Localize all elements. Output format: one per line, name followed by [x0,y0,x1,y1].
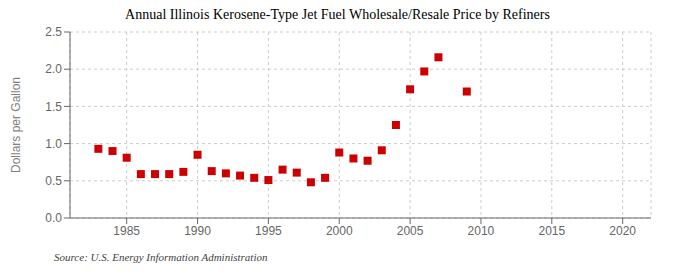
svg-text:2000: 2000 [326,224,353,238]
svg-text:0.0: 0.0 [45,211,62,225]
svg-text:2020: 2020 [609,224,636,238]
html-text:Source: U.S. Energy Informatio: Source: U.S. Energy Information Administ… [54,251,268,263]
svg-text:2.5: 2.5 [45,25,62,39]
svg-text:Dollars per Gallon: Dollars per Gallon [9,77,23,173]
svg-text:1990: 1990 [184,224,211,238]
svg-text:0.5: 0.5 [45,174,62,188]
svg-text:1985: 1985 [113,224,140,238]
html-text:Annual Illinois Kerosene-Type: Annual Illinois Kerosene-Type Jet Fuel W… [125,7,550,22]
svg-text:2005: 2005 [397,224,424,238]
svg-text:2010: 2010 [468,224,495,238]
svg-text:1.0: 1.0 [45,137,62,151]
svg-text:2.0: 2.0 [45,62,62,76]
svg-text:1.5: 1.5 [45,100,62,114]
svg-text:1995: 1995 [255,224,282,238]
svg-text:2015: 2015 [538,224,565,238]
